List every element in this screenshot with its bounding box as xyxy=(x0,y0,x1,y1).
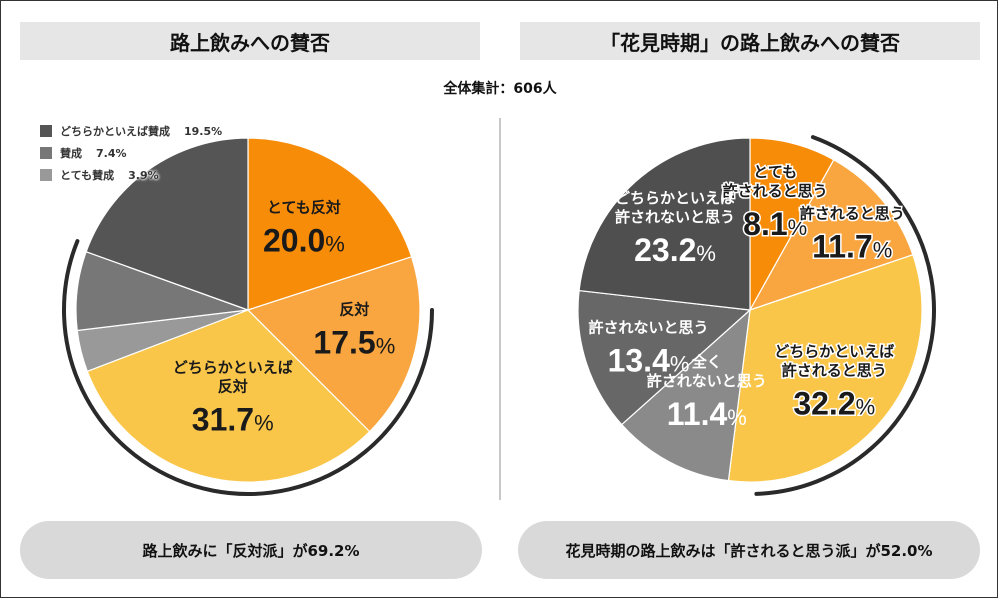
slice-label-group: 許されないと思う 13.4% xyxy=(589,318,709,378)
slice-value-percent: % xyxy=(254,411,274,436)
slice-value-number: 13.4 xyxy=(608,342,670,378)
legend-swatch xyxy=(40,169,52,181)
slice-value: 31.7% xyxy=(192,402,274,438)
slice-value-number: 31.7 xyxy=(192,402,254,438)
slice-value: 32.2% xyxy=(793,386,875,422)
slice-label: 反対 xyxy=(339,300,369,318)
center-divider xyxy=(499,118,501,500)
slice-value-percent: % xyxy=(325,232,345,257)
slice-value: 13.4% xyxy=(608,342,690,378)
slice-value: 8.1% xyxy=(743,206,807,242)
slice-value-percent: % xyxy=(696,241,716,266)
pie-slice-1-2 xyxy=(727,254,923,483)
slice-label: 反対 xyxy=(218,378,248,396)
slice-label: どちらかといえば xyxy=(615,189,735,207)
left-legend: どちらかといえば賛成 19.5% 賛成 7.4% とても賛成 3.9% xyxy=(40,120,222,186)
slice-value-number: 23.2 xyxy=(634,232,696,268)
legend-item: どちらかといえば賛成 19.5% xyxy=(40,120,222,142)
slice-value-percent: % xyxy=(727,405,747,430)
legend-value: 19.5% xyxy=(184,124,223,138)
slice-value-number: 11.4 xyxy=(667,396,728,432)
slice-label: 許されると思う xyxy=(800,204,905,222)
slice-label: 許されると思う xyxy=(723,182,828,200)
slice-value: 11.7% xyxy=(812,228,892,264)
slice-value-number: 17.5 xyxy=(313,324,375,360)
slice-value-percent: % xyxy=(873,237,893,262)
slice-label: 全く xyxy=(691,353,722,371)
slice-value-percent: % xyxy=(856,395,876,420)
slice-value-number: 20.0 xyxy=(263,223,325,259)
pie-slice-0-1 xyxy=(246,256,421,433)
slice-label: とても反対 xyxy=(267,199,341,217)
slice-label: 許されると思う xyxy=(782,362,887,380)
slice-value-percent: % xyxy=(788,215,808,240)
pie-slice-0-5 xyxy=(85,137,249,311)
pie-slice-1-0 xyxy=(749,137,835,313)
pie-slice-0-2 xyxy=(86,309,371,483)
slice-value-number: 32.2 xyxy=(793,386,855,422)
legend-value: 7.4% xyxy=(96,146,127,160)
pie-slice-1-4 xyxy=(577,289,752,426)
slice-label: どちらかといえば xyxy=(173,359,293,377)
total-respondents: 全体集計：606人 xyxy=(443,81,557,97)
pie-slice-1-5 xyxy=(578,137,751,311)
slice-value-percent: % xyxy=(376,333,396,358)
slice-value-number: 11.7 xyxy=(812,228,873,264)
slice-value: 23.2% xyxy=(634,232,716,268)
legend-item: とても賛成 3.9% xyxy=(40,164,222,186)
legend-value: 3.9% xyxy=(128,168,159,182)
legend-label: どちらかといえば賛成 xyxy=(60,125,170,138)
legend-swatch xyxy=(40,147,52,159)
slice-value: 17.5% xyxy=(313,324,395,360)
slice-value: 20.0% xyxy=(263,223,345,259)
right-chart-title: 「花見時期」の路上飲みへの賛否 xyxy=(520,22,980,60)
slice-label-group: とても反対 20.0% xyxy=(263,199,345,259)
pie-slice-1-1 xyxy=(748,158,914,312)
slice-value: 11.4% xyxy=(667,396,747,432)
left-summary-pill: 路上飲みに「反対派」が69.2% xyxy=(20,521,482,579)
highlight-arc-0 xyxy=(62,239,434,496)
legend-label: とても賛成 xyxy=(60,169,115,182)
slice-label: 許されないと思う xyxy=(647,372,767,390)
slice-label-group: 許されると思う 11.7% xyxy=(798,203,906,266)
slice-label: どちらかといえば xyxy=(774,343,894,361)
legend-swatch xyxy=(40,125,52,137)
pie-slice-1-3 xyxy=(620,308,751,482)
right-summary-pill: 花見時期の路上飲みは「許されると思う派」が52.0% xyxy=(518,521,980,579)
highlight-arc-1 xyxy=(754,135,936,496)
slice-value-percent: % xyxy=(670,351,690,376)
slice-label: 許されないと思う xyxy=(615,208,735,226)
pie-slice-0-0 xyxy=(247,137,413,311)
left-chart-title: 路上飲みへの賛否 xyxy=(20,22,480,60)
legend-item: 賛成 7.4% xyxy=(40,142,222,164)
slice-value-number: 8.1 xyxy=(743,206,787,242)
slice-label: とても xyxy=(753,163,797,181)
legend-label: 賛成 xyxy=(60,147,82,160)
slice-label-group: 反対 17.5% xyxy=(313,300,395,360)
slice-label: 許されないと思う xyxy=(589,318,709,336)
